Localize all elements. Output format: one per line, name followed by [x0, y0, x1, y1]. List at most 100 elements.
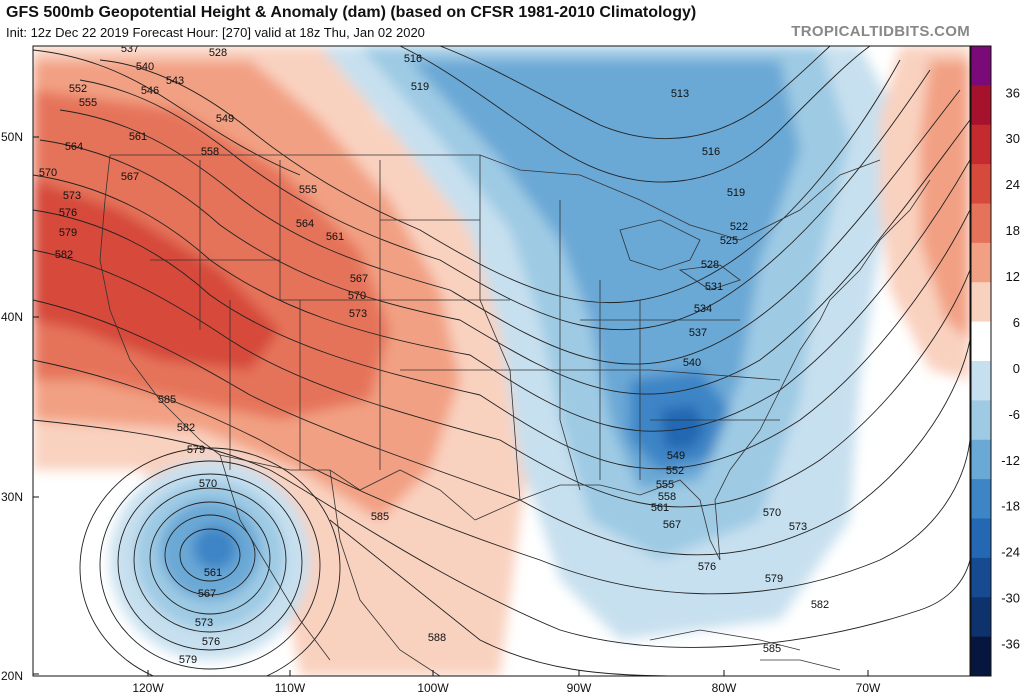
contour-label: 576	[202, 636, 220, 648]
contour-line	[33, 209, 970, 470]
contour-line	[133, 487, 287, 633]
map-panel: 537 5285405435465525555495615585645675705…	[33, 46, 970, 676]
contour-label: 570	[199, 478, 217, 490]
contour-label: 576	[698, 561, 716, 573]
contour-label: 573	[349, 308, 367, 320]
colorbar-label: 6	[1013, 315, 1020, 330]
contour-label: 555	[79, 97, 97, 109]
colorbar-label: -30	[1001, 591, 1020, 606]
contour-label: 561	[326, 231, 344, 243]
colorbar-label: 24	[1006, 177, 1020, 192]
lon-label-70w: 70W	[856, 681, 881, 695]
contour-label: 555	[299, 184, 317, 196]
colorbar-label: -24	[1001, 545, 1020, 560]
contour-line	[33, 419, 970, 648]
contour-label: 561	[129, 131, 147, 143]
contour-label: 558	[201, 146, 219, 158]
contour-line	[164, 514, 256, 596]
colorbar-segment	[971, 518, 991, 559]
map-subtitle: Init: 12z Dec 22 2019 Forecast Hour: [27…	[6, 25, 425, 40]
colorbar-segment	[971, 242, 991, 283]
contour-label: 564	[65, 141, 83, 153]
colorbar-segment	[971, 321, 991, 362]
lat-label-30n: 30N	[1, 490, 23, 504]
contour-line	[149, 501, 271, 615]
lon-label-80w: 80W	[712, 681, 737, 695]
map-title: GFS 500mb Geopotential Height & Anomaly …	[6, 4, 697, 21]
contour-label: 564	[296, 218, 314, 230]
state-line	[559, 200, 581, 491]
mexico-interior	[329, 469, 441, 676]
colorbar-segment	[971, 557, 991, 598]
contour-label: 534	[694, 303, 712, 315]
contour-label: 579	[765, 573, 783, 585]
lat-label-50n: 50N	[1, 130, 23, 144]
contour-label: 552	[666, 465, 684, 477]
contour-label: 528	[209, 47, 227, 59]
contour-label: 549	[667, 450, 685, 462]
contour-label: 570	[39, 167, 57, 179]
map-frame	[32, 45, 971, 677]
contour-label: 561	[651, 502, 669, 514]
contour-label: 522	[730, 221, 748, 233]
contour-line	[33, 359, 970, 595]
contour-line	[33, 159, 970, 432]
contour-label: 546	[141, 85, 159, 97]
contour-label: 579	[187, 444, 205, 456]
anomaly-shading	[33, 46, 970, 676]
anomaly-colorbar: 36 30 24 18 12 6 0 -6 -12 -18 -24 -30 -36	[970, 45, 1020, 677]
state-line	[279, 160, 380, 301]
contour-line	[439, 46, 831, 140]
contour-label: 570	[348, 290, 366, 302]
colorbar-label: -6	[1008, 407, 1020, 422]
colorbar-segment	[971, 439, 991, 480]
atlantic-ridge-anomaly-12	[920, 60, 970, 340]
state-line	[520, 369, 781, 381]
contour-label: 567	[198, 588, 216, 600]
contour-label: 585	[763, 643, 781, 655]
contour-line	[79, 69, 931, 331]
colorbar-segment	[971, 164, 991, 204]
contour-label: 588	[428, 632, 446, 644]
contour-label: 567	[121, 171, 139, 183]
us-mexico-border	[219, 454, 476, 521]
colorbar-segment	[971, 479, 991, 519]
contour-label: 582	[177, 422, 195, 434]
contour-label: 537	[689, 327, 707, 339]
lat-label-20n: 20N	[1, 669, 23, 683]
latitude-labels: 50N 40N 30N 20N	[1, 130, 23, 683]
contour-label: 579	[179, 654, 197, 666]
colorbar-label: 18	[1006, 223, 1020, 238]
contour-label: 579	[59, 227, 77, 239]
colorbar-label: 36	[1006, 85, 1020, 100]
contour-label: 573	[63, 190, 81, 202]
contour-line	[33, 249, 970, 508]
colorbar-segment	[971, 636, 991, 677]
contour-label: 519	[727, 187, 745, 199]
lat-label-40n: 40N	[1, 310, 23, 324]
contour-label: 585	[371, 511, 389, 523]
colorbar-label: -12	[1001, 453, 1020, 468]
contour-label: 555	[656, 479, 674, 491]
gulf-coast	[474, 179, 931, 561]
trough-anomaly-30	[660, 405, 705, 450]
longitude-labels: 120W 110W 100W 90W 80W 70W	[132, 681, 881, 695]
lon-label-100w: 100W	[417, 681, 449, 695]
contour-label: 513	[671, 88, 689, 100]
lon-label-110w: 110W	[275, 681, 306, 695]
colorbar-segment	[971, 361, 991, 401]
contour-line	[33, 49, 301, 176]
colorbar-label: -18	[1001, 499, 1020, 514]
contour-label: 516	[702, 146, 720, 158]
colorbar-segment	[971, 400, 991, 441]
contour-label: 531	[705, 281, 723, 293]
contour-label: 540	[136, 61, 154, 73]
colorbar-frame	[970, 45, 992, 677]
contour-line	[99, 59, 901, 304]
colorbar-segment	[971, 282, 991, 323]
colorbar-segment	[971, 203, 991, 244]
contour-label: 558	[658, 491, 676, 503]
cutoff-anomaly-24	[193, 526, 237, 570]
graticule-ticks	[33, 136, 869, 676]
contour-label: 519	[411, 81, 429, 93]
